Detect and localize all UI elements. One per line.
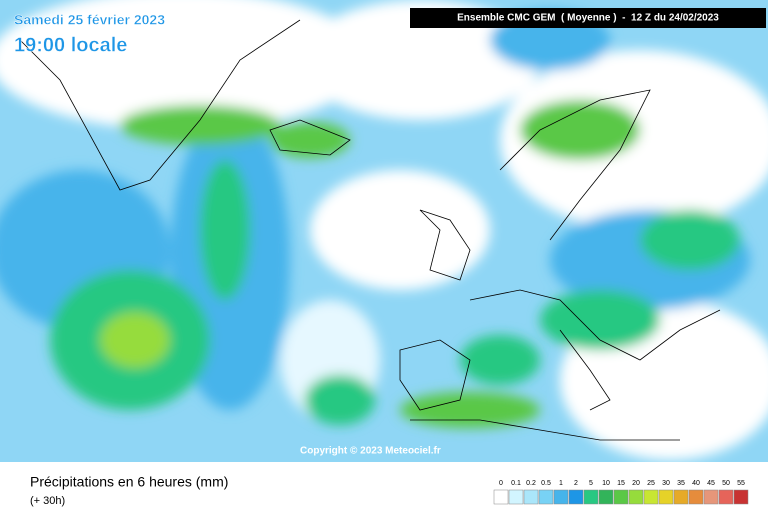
legend-tick-label: 55 — [737, 480, 745, 487]
legend-swatch — [628, 489, 644, 505]
legend-tick-label: 35 — [677, 480, 685, 487]
model-label: Ensemble CMC GEM ( Moyenne ) - 12 Z du 2… — [457, 13, 719, 24]
legend-swatch — [538, 489, 554, 505]
legend-swatch — [598, 489, 614, 505]
legend-tick-label: 20 — [632, 480, 640, 487]
legend-tick-label: 2 — [574, 480, 578, 487]
legend-tick-label: 25 — [647, 480, 655, 487]
legend-swatch — [583, 489, 599, 505]
legend-tick-label: 1 — [559, 480, 563, 487]
footer-lead: (+ 30h) — [30, 495, 65, 507]
legend-swatch — [673, 489, 689, 505]
legend-swatch — [523, 489, 539, 505]
legend-tick-label: 45 — [707, 480, 715, 487]
legend-tick-label: 0.5 — [541, 480, 551, 487]
legend-swatch — [688, 489, 704, 505]
legend-swatch — [643, 489, 659, 505]
legend-swatch — [493, 489, 509, 505]
legend-swatch — [703, 489, 719, 505]
legend-swatch — [568, 489, 584, 505]
legend-tick-label: 5 — [589, 480, 593, 487]
legend-swatch — [733, 489, 749, 505]
legend-swatch — [658, 489, 674, 505]
time-label: 19:00 locale — [14, 34, 127, 56]
legend-tick-label: 10 — [602, 480, 610, 487]
legend-swatch — [508, 489, 524, 505]
legend-tick-label: 15 — [617, 480, 625, 487]
footer-title: Précipitations en 6 heures (mm) — [30, 474, 228, 490]
legend-swatch — [613, 489, 629, 505]
legend: 0 0.1 0.2 0.5 1 2 5 10 15 20 25 30 35 40 45 50 55 — [493, 480, 749, 505]
legend-tick-label: 50 — [722, 480, 730, 487]
legend-tick-label: 30 — [662, 480, 670, 487]
legend-tick-label: 0.1 — [511, 480, 521, 487]
legend-swatch — [718, 489, 734, 505]
legend-swatch — [553, 489, 569, 505]
copyright: Copyright © 2023 Meteociel.fr — [300, 446, 441, 457]
legend-tick-label: 40 — [692, 480, 700, 487]
legend-tick-label: 0.2 — [526, 480, 536, 487]
date-label: Samedi 25 février 2023 — [14, 12, 165, 28]
model-banner — [410, 8, 766, 28]
legend-tick-label: 0 — [499, 480, 503, 487]
precip-field — [0, 0, 768, 462]
